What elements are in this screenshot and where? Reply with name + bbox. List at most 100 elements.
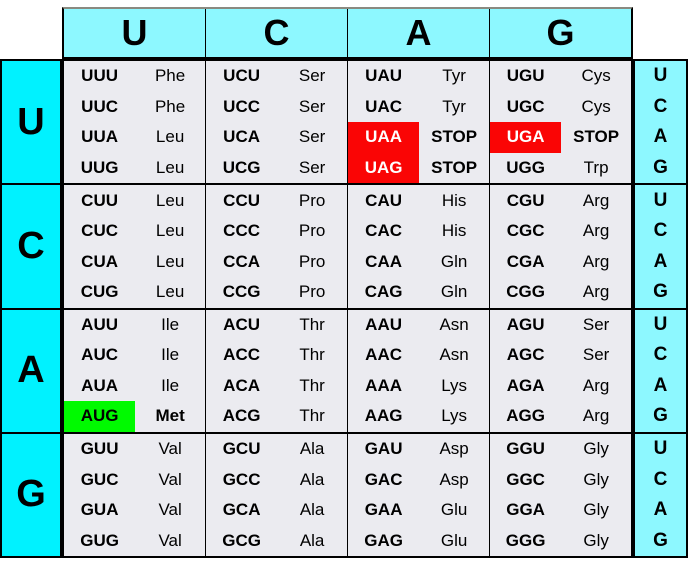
codon-line-CCU: CCU Pro (206, 185, 347, 216)
amino-text-UAU: Tyr (442, 66, 466, 86)
codon-line-AGC: AGC Ser (490, 340, 631, 371)
codon-text-GAU: GAU (364, 439, 403, 459)
codon-cell-GA: GAU Asp GAC Asp GAA Glu GAG Glu (348, 433, 490, 556)
codon-text-UGC: UGC (506, 96, 545, 116)
codon-group-row-G: GUU Val GUC Val GUA Val GUG Val GCU Ala GCC Ala GCA A… (64, 433, 631, 556)
codon-line-AUG: AUG Met (64, 401, 205, 432)
third-base-label-U-G: G (653, 156, 668, 178)
codon-group-row-U: UUU Phe UUC Phe UUA Leu UUG Leu UCU Ser UCC Ser UCA S… (64, 61, 631, 186)
amino-text-GCC: Ala (299, 469, 325, 489)
codon-text-ACC: ACC (223, 345, 261, 365)
codon-line-CAG: CAG Gln (348, 277, 489, 308)
amino-text-CCG: Pro (298, 282, 326, 302)
codon-line-UGA: UGA STOP (490, 122, 631, 153)
third-base-label-A-C: C (653, 344, 668, 366)
codon-line-AUA: AUA Ile (64, 371, 205, 402)
codon-text-CAC: CAC (365, 221, 403, 241)
amino-text-CUG: Leu (155, 282, 185, 302)
codon-text-UCA: UCA (223, 127, 261, 147)
codon-text-AUC: AUC (81, 345, 119, 365)
amino-text-UGA: STOP (573, 127, 620, 147)
amino-text-CGA: Arg (582, 251, 610, 271)
codon-line-AAU: AAU Asn (348, 310, 489, 341)
third-base-label-U-U: U (653, 65, 668, 87)
codon-text-AAA: AAA (365, 375, 403, 395)
amino-text-AUU: Ile (161, 314, 180, 334)
amino-text-CCC: Pro (298, 221, 326, 241)
amino-text-UUU: Phe (154, 66, 186, 86)
codon-line-ACC: ACC Thr (206, 340, 347, 371)
amino-text-CGC: Arg (582, 221, 610, 241)
codon-text-AGU: AGU (506, 314, 545, 334)
codon-line-UUG: UUG Leu (64, 153, 205, 184)
amino-text-ACC: Thr (299, 345, 325, 365)
amino-text-AGC: Ser (582, 345, 610, 365)
codon-text-CCU: CCU (223, 190, 261, 210)
amino-text-UAG: STOP (431, 157, 478, 177)
codon-text-GGA: GGA (506, 500, 545, 520)
codon-text-AGA: AGA (506, 375, 545, 395)
codon-line-AGA: AGA Arg (490, 371, 631, 402)
amino-text-CCU: Pro (298, 190, 326, 210)
third-base-label-C-U: U (653, 189, 668, 211)
codon-line-GCG: GCG Ala (206, 525, 347, 556)
codon-line-UCA: UCA Ser (206, 122, 347, 153)
amino-text-UCA: Ser (298, 127, 326, 147)
codon-cell-CU: CUU Leu CUC Leu CUA Leu CUG Leu (64, 185, 206, 308)
amino-text-UUA: Leu (155, 127, 185, 147)
third-base-label-C-A: A (653, 250, 668, 272)
codon-text-UCG: UCG (222, 157, 261, 177)
codon-cell-UG: UGU Cys UGC Cys UGA STOP UGG Trp (490, 61, 631, 183)
codon-line-ACA: ACA Thr (206, 371, 347, 402)
amino-text-UUG: Leu (155, 157, 185, 177)
codon-line-CAU: CAU His (348, 185, 489, 216)
codon-text-UGG: UGG (506, 157, 545, 177)
codon-line-UUA: UUA Leu (64, 122, 205, 153)
amino-text-AAG: Lys (441, 406, 468, 426)
codon-line-CGC: CGC Arg (490, 216, 631, 247)
codon-cell-AA: AAU Asn AAC Asn AAA Lys AAG Lys (348, 309, 490, 432)
codon-line-AGG: AGG Arg (490, 401, 631, 432)
column-header-G: G (546, 12, 575, 53)
codon-line-GGA: GGA Gly (490, 495, 631, 526)
amino-text-ACA: Thr (299, 375, 325, 395)
amino-text-GGA: Gly (583, 500, 609, 520)
codon-text-CUA: CUA (81, 251, 119, 271)
third-base-label-C-C: C (653, 220, 668, 242)
codon-text-CGG: CGG (506, 282, 545, 302)
codon-line-GUG: GUG Val (64, 525, 205, 556)
codon-line-AGU: AGU Ser (490, 310, 631, 341)
amino-text-CAU: His (441, 190, 467, 210)
third-base-label-G-U: U (653, 438, 668, 460)
amino-text-UAC: Tyr (442, 96, 466, 116)
codon-text-CUG: CUG (80, 282, 119, 302)
amino-text-UGU: Cys (581, 66, 611, 86)
row-header-U: U (2, 61, 60, 186)
column-header-A: A (348, 9, 490, 57)
amino-text-GAG: Glu (440, 530, 468, 550)
codon-text-CCC: CCC (223, 221, 261, 241)
codon-line-AAA: AAA Lys (348, 371, 489, 402)
codon-text-AAG: AAG (364, 406, 403, 426)
row-header-G: G (16, 473, 46, 516)
third-base-label-C-G: G (653, 281, 668, 303)
codon-line-UUC: UUC Phe (64, 92, 205, 123)
amino-text-CAC: His (441, 221, 467, 241)
codon-text-AAC: AAC (365, 345, 403, 365)
codon-text-UUC: UUC (81, 96, 119, 116)
codon-text-CUC: CUC (81, 221, 119, 241)
amino-text-UCU: Ser (298, 66, 326, 86)
codon-text-GCC: GCC (222, 469, 261, 489)
codon-line-GGU: GGU Gly (490, 434, 631, 465)
codon-text-GUG: GUG (80, 530, 119, 550)
codon-text-GGU: GGU (506, 439, 545, 459)
codon-line-CGG: CGG Arg (490, 277, 631, 308)
codon-line-CAC: CAC His (348, 216, 489, 247)
codon-text-UAU: UAU (365, 66, 403, 86)
amino-text-AUC: Ile (161, 345, 180, 365)
codon-line-GUA: GUA Val (64, 495, 205, 526)
codon-text-UCC: UCC (223, 96, 261, 116)
amino-text-GGG: Gly (583, 530, 609, 550)
